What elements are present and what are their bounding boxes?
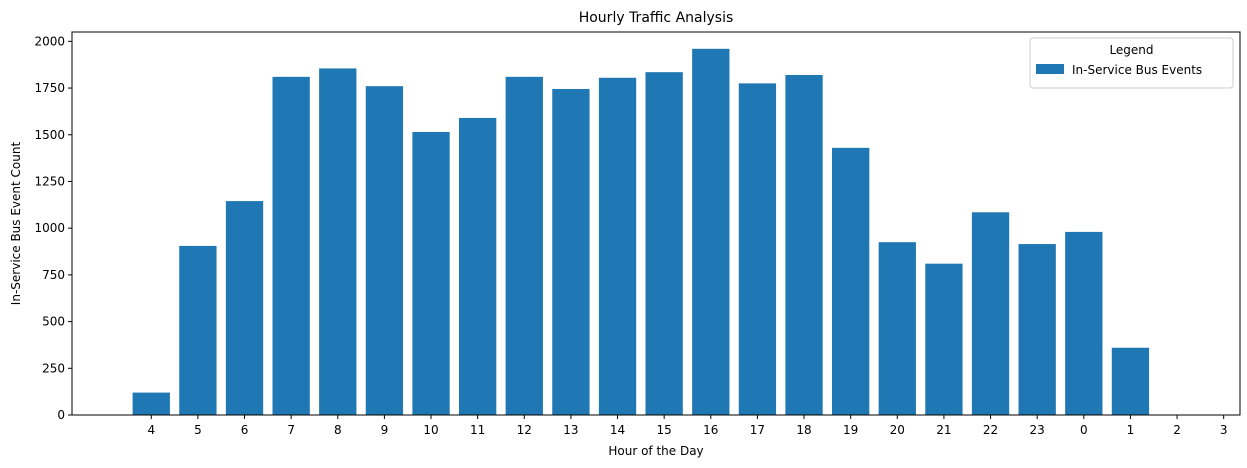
bar-18	[785, 74, 823, 415]
bar-20	[878, 242, 916, 415]
x-tick-label: 21	[936, 423, 951, 437]
x-tick-label: 4	[147, 423, 155, 437]
x-tick-label: 11	[470, 423, 485, 437]
bar-4	[132, 392, 170, 415]
bar-22	[971, 212, 1010, 415]
x-tick-label: 14	[610, 423, 625, 437]
chart-title: Hourly Traffic Analysis	[579, 10, 734, 26]
x-tick-label: 1	[1127, 423, 1135, 437]
x-tick-label: 16	[703, 423, 718, 437]
bar-6	[225, 201, 264, 415]
y-tick-label: 1000	[34, 221, 65, 235]
x-axis: 4 5 6 7 8 9 10 11 12 13 14 15 16 17 18 19 20 21 22 23 0 1 2 3	[147, 415, 1228, 437]
y-tick-label: 1500	[34, 128, 65, 142]
y-tick-label: 0	[57, 408, 65, 422]
x-tick-label: 10	[423, 423, 438, 437]
x-tick-label: 7	[287, 423, 295, 437]
bar-10	[412, 131, 450, 415]
x-tick-label: 2	[1173, 423, 1181, 437]
legend-swatch	[1036, 64, 1064, 74]
bar-1	[1111, 347, 1150, 415]
legend-box	[1029, 37, 1234, 89]
x-tick-label: 12	[517, 423, 532, 437]
bar-21	[925, 263, 963, 415]
x-tick-label: 13	[563, 423, 578, 437]
bar-9	[365, 86, 404, 416]
bar-14	[598, 77, 637, 416]
bar-0	[1065, 231, 1103, 415]
y-tick-label: 500	[42, 315, 65, 329]
bar-5	[179, 245, 217, 415]
x-tick-label: 0	[1080, 423, 1088, 437]
bar-15	[645, 72, 683, 416]
x-tick-label: 9	[381, 423, 389, 437]
x-tick-label: 18	[796, 423, 811, 437]
x-tick-label: 20	[890, 423, 905, 437]
y-tick-label: 1750	[34, 81, 65, 95]
bar-19	[832, 147, 870, 415]
x-tick-label: 22	[983, 423, 998, 437]
legend-title: Legend	[1109, 43, 1153, 57]
bar-7	[272, 76, 310, 416]
bar-8	[319, 68, 357, 416]
x-tick-label: 17	[750, 423, 765, 437]
bar-16	[692, 48, 730, 415]
bar-17	[738, 83, 777, 415]
legend: Legend In-Service Bus Events	[1029, 37, 1234, 89]
x-tick-label: 15	[657, 423, 672, 437]
y-tick-label: 1250	[34, 174, 65, 188]
x-axis-label: Hour of the Day	[608, 444, 703, 458]
x-tick-label: 5	[194, 423, 202, 437]
x-tick-label: 23	[1030, 423, 1045, 437]
x-tick-label: 6	[241, 423, 249, 437]
y-tick-label: 2000	[34, 34, 65, 48]
bar-23	[1018, 244, 1056, 415]
bar-11	[459, 117, 497, 415]
y-axis: 0 250 500 750 1000 1250 1500 1750 2000	[34, 34, 72, 422]
y-tick-label: 750	[42, 268, 65, 282]
x-tick-label: 8	[334, 423, 342, 437]
legend-label: In-Service Bus Events	[1072, 63, 1202, 77]
y-tick-label: 250	[42, 361, 65, 375]
bar-12	[505, 76, 543, 416]
x-tick-label: 19	[843, 423, 858, 437]
bars-layer	[132, 48, 1150, 416]
y-axis-label: In-Service Bus Event Count	[9, 142, 23, 306]
x-tick-label: 3	[1220, 423, 1228, 437]
plot-frame	[71, 31, 1241, 416]
bar-13	[552, 88, 590, 416]
